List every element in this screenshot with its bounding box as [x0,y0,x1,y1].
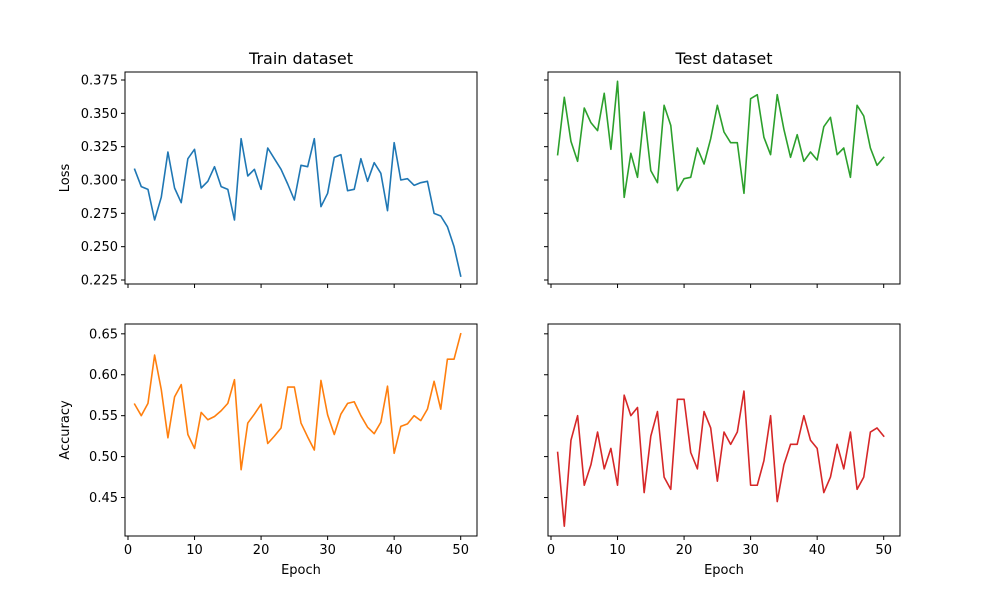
x-tick-label: 50 [875,543,892,558]
axes-frame [547,323,901,537]
y-tick-label: 0.350 [81,107,118,122]
y-tick-label: 0.60 [89,368,118,383]
x-tick-label: 40 [809,543,826,558]
x-tick-label: 0 [124,543,132,558]
x-axis-label: Epoch [281,563,321,578]
series-line-1-1 [133,137,462,277]
x-tick-label: 20 [253,543,270,558]
y-tick-label: 0.45 [89,491,118,506]
x-tick-label: 50 [452,543,469,558]
x-tick-label: 20 [676,543,693,558]
x-tick-label: 10 [186,543,203,558]
y-tick-label: 0.65 [89,327,118,342]
x-tick-label: 0 [547,543,555,558]
y-tick-label: 0.375 [81,74,118,89]
y-tick-label: 0.250 [81,240,118,255]
series-line-2-1 [556,80,885,199]
y-tick-label: 0.300 [81,174,118,189]
y-tick-label: 0.225 [81,274,118,289]
y-axis-label: Loss [58,164,73,193]
axes-frame [124,323,478,537]
axes-frame [547,71,901,285]
subplot-2: Test dataset [544,49,901,288]
x-tick-label: 10 [609,543,626,558]
y-axis-label: Accuracy [58,400,73,460]
subplot-1: 0.225 0.250 0.275 0.300 0.325 0.350 0.375 Train… [58,49,478,289]
y-tick-label: 0.275 [81,207,118,222]
y-tick-label: 0.50 [89,450,118,465]
subplot-4: 0 10 20 30 40 50 Epoch [544,323,901,578]
series-line-3-1 [133,332,462,471]
subplot-title: Test dataset [674,49,772,68]
axes-frame [124,71,478,285]
x-axis-label: Epoch [704,563,744,578]
x-tick-label: 40 [386,543,403,558]
x-tick-label: 30 [319,543,336,558]
y-tick-label: 0.55 [89,409,118,424]
subplot-title: Train dataset [248,49,353,68]
x-tick-label: 30 [742,543,759,558]
series-line-4-1 [556,390,885,527]
subplot-3: 0 10 20 30 40 50 0.45 0.50 0.55 0.60 0.65 Epoch Accu… [58,323,478,578]
y-tick-label: 0.325 [81,140,118,155]
